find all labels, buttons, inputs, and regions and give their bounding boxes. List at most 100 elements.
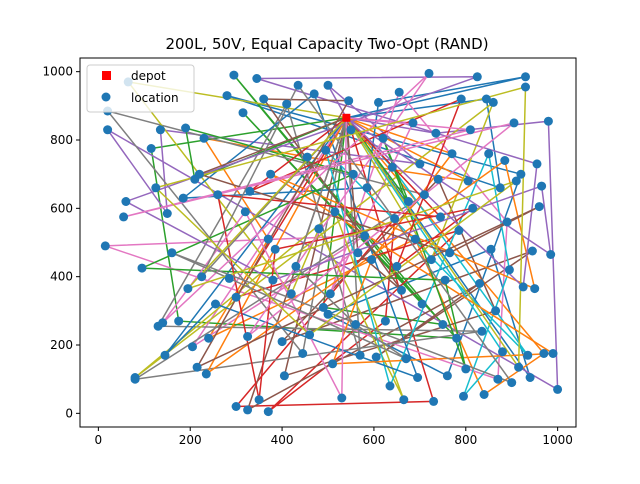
location-point [493, 374, 503, 384]
legend-depot-label: depot [131, 69, 166, 83]
location-point [397, 285, 406, 295]
location-point [254, 395, 264, 405]
location-point [231, 292, 241, 302]
location-point [194, 169, 204, 179]
location-point [103, 125, 113, 135]
location-point [498, 347, 507, 357]
location-point [151, 183, 161, 193]
location-point [415, 159, 425, 169]
location-point [321, 145, 331, 155]
location-point [328, 359, 338, 369]
location-point [403, 197, 413, 206]
x-tick-label: 600 [362, 433, 385, 447]
location-point [543, 116, 553, 126]
location-point [158, 318, 168, 328]
location-point [231, 402, 241, 411]
location-point [438, 320, 448, 329]
location-point [360, 231, 370, 241]
route-line-16 [195, 98, 540, 369]
route-line-9 [126, 80, 495, 401]
location-point [201, 369, 211, 379]
location-point [440, 275, 450, 285]
location-point [387, 162, 397, 172]
y-tick-label: 0 [65, 406, 73, 420]
location-point [167, 248, 177, 258]
location-point [468, 203, 478, 213]
location-point [337, 393, 347, 403]
location-point [204, 333, 214, 343]
location-point [399, 395, 409, 405]
location-point [419, 190, 429, 200]
location-point [392, 261, 402, 271]
location-point [353, 248, 363, 258]
location-point [229, 70, 239, 80]
location-point [433, 174, 443, 184]
location-point [314, 224, 324, 234]
location-point [488, 97, 498, 107]
location-point [477, 326, 487, 336]
location-point [431, 128, 441, 138]
location-point [318, 302, 328, 312]
location-point [224, 273, 234, 283]
location-point [511, 176, 521, 186]
location-point [518, 282, 528, 292]
location-point [279, 371, 289, 381]
location-point [479, 390, 489, 399]
legend-location-label: location [131, 91, 179, 105]
location-point [199, 133, 209, 143]
location-point [504, 265, 514, 275]
location-point [222, 91, 232, 101]
location-point [240, 207, 250, 217]
plot-area [100, 68, 563, 417]
location-point [539, 349, 549, 358]
location-point [348, 169, 358, 179]
location-point [155, 125, 165, 135]
location-point [484, 149, 494, 159]
location-point [394, 87, 404, 97]
location-point [351, 320, 361, 329]
location-point [291, 261, 301, 271]
location-point [346, 125, 356, 135]
location-point [445, 248, 455, 258]
location-point [100, 241, 110, 251]
location-point [371, 352, 381, 362]
y-tick-label: 1000 [42, 65, 73, 79]
location-point [436, 212, 445, 222]
location-point [537, 181, 547, 191]
location-point [472, 72, 482, 82]
location-point [362, 183, 372, 193]
location-point [500, 156, 510, 165]
location-point [277, 337, 287, 347]
location-point [442, 371, 452, 381]
location-point [213, 190, 223, 200]
location-point [534, 202, 544, 212]
location-point [378, 133, 388, 143]
location-point [211, 299, 220, 309]
location-point [525, 373, 535, 382]
location-point [491, 306, 501, 316]
axes: 0 200 400 600 800 1000 0 200 400 600 800 1000 [42, 65, 572, 447]
location-point [183, 284, 193, 294]
location-point [259, 94, 269, 104]
location-point [465, 125, 475, 135]
route-line-18 [171, 83, 514, 385]
location-point [305, 330, 315, 340]
location-point [426, 255, 436, 265]
legend-location-marker [101, 92, 111, 102]
location-point [530, 284, 540, 294]
location-point [429, 396, 439, 406]
y-tick-label: 400 [50, 270, 73, 284]
location-point [475, 279, 485, 288]
location-point [495, 183, 505, 193]
location-point [514, 362, 524, 372]
legend-depot-marker [102, 71, 111, 80]
route-line-19 [154, 86, 527, 370]
location-point [263, 234, 273, 244]
location-point [447, 149, 457, 159]
location-point [119, 212, 129, 222]
location-point [424, 68, 434, 78]
location-point [174, 316, 184, 326]
location-point [374, 97, 383, 107]
location-point [408, 118, 418, 128]
location-point [459, 391, 468, 401]
